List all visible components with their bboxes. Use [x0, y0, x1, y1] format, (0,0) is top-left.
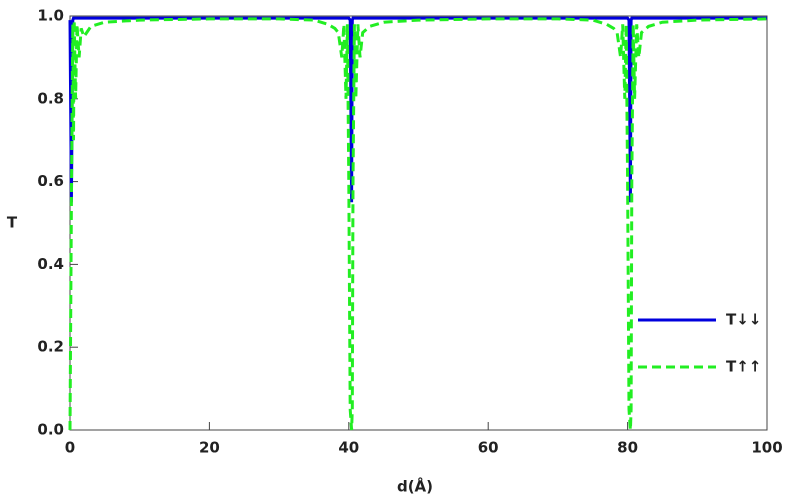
x-tick-label: 100: [751, 439, 782, 457]
plot-frame: [69, 15, 768, 431]
x-tick-label: 60: [478, 439, 499, 457]
y-tick-label: 0.2: [37, 338, 64, 356]
x-tick-label: 0: [65, 439, 75, 457]
y-tick-label: 0.0: [37, 421, 64, 439]
legend-label: T↑↑: [726, 358, 761, 376]
series-line: [68, 16, 767, 203]
x-tick-label: 20: [199, 439, 220, 457]
series-line: [68, 17, 768, 431]
y-tick-label: 0.6: [37, 172, 64, 190]
y-axis-label: T: [7, 214, 18, 232]
x-tick-label: 40: [338, 439, 359, 457]
x-axis-label: d(Å): [397, 477, 433, 496]
x-tick-label: 80: [617, 439, 638, 457]
y-tick-label: 0.8: [37, 89, 64, 107]
y-tick-label: 1.0: [37, 7, 64, 25]
y-tick-label: 0.4: [37, 255, 64, 273]
legend-label: T↓↓: [726, 311, 761, 329]
